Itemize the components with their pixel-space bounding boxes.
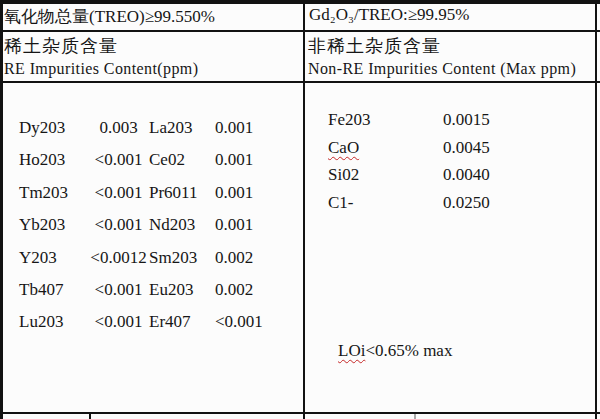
re-impurity-row: Y203 <0.0012 Sm203 0.002 xyxy=(3,242,301,274)
re-impurity-row: Tb407 <0.001 Eu203 0.002 xyxy=(3,274,301,306)
table-border-top xyxy=(0,0,600,4)
re-element-name: Nd203 xyxy=(147,209,210,241)
treo-total-label: 氧化物总量(TREO)≥99.550% xyxy=(4,5,215,28)
re-element-name: Pr6011 xyxy=(147,177,210,209)
table-rule-under-titles xyxy=(0,30,600,32)
non-re-element-name: C1- xyxy=(328,193,354,212)
bottom-row-divider-left xyxy=(89,414,91,419)
re-element-name: Tm203 xyxy=(19,177,90,209)
non-re-element-value: 0.0040 xyxy=(443,161,490,189)
bottom-row-divider-right xyxy=(414,414,416,419)
table-rule-under-sections xyxy=(0,81,600,83)
re-impurity-row: Dy203 0.003 La203 0.001 xyxy=(3,112,301,144)
re-section-title-cn: 稀土杂质含量 xyxy=(4,34,118,58)
coa-document-page: 氧化物总量(TREO)≥99.550% Gd₂O₃/TREO:≥99.95% 稀… xyxy=(0,0,600,419)
re-element-name: Tb407 xyxy=(19,274,90,306)
re-element-name: Eu203 xyxy=(147,274,210,306)
non-re-element-name: CaO xyxy=(328,138,359,157)
re-element-value: 0.001 xyxy=(210,112,272,144)
non-re-element-value: 0.0015 xyxy=(443,106,490,134)
re-element-value: <0.001 xyxy=(90,209,147,241)
re-element-value: <0.001 xyxy=(90,274,147,306)
non-re-impurity-row: Fe203 0.0015 xyxy=(305,106,593,134)
re-element-name: Sm203 xyxy=(147,242,210,274)
re-element-value: 0.001 xyxy=(210,177,272,209)
loi-value: <0.65% max xyxy=(365,341,452,360)
re-element-value: <0.0012 xyxy=(90,242,147,274)
re-element-name: La203 xyxy=(147,112,210,144)
re-impurity-row: Tm203 <0.001 Pr6011 0.001 xyxy=(3,177,301,209)
non-re-element-name: Fe203 xyxy=(328,110,371,129)
non-re-element-name: Si02 xyxy=(328,165,359,184)
re-element-name: Lu203 xyxy=(19,306,90,338)
re-section-title-en: RE Impurities Content(ppm) xyxy=(4,60,198,78)
re-element-name: Er407 xyxy=(147,306,210,338)
re-element-name: Y203 xyxy=(19,242,90,274)
re-element-name: Ho203 xyxy=(19,144,90,176)
re-element-name: Yb203 xyxy=(19,209,90,241)
re-element-value: 0.001 xyxy=(210,144,272,176)
re-element-value: 0.001 xyxy=(210,209,272,241)
non-re-impurities-list: Fe203 0.0015 CaO 0.0045 Si02 0.0040 C1- … xyxy=(305,106,593,216)
gd-purity-label: Gd₂O₃/TREO:≥99.95% xyxy=(309,5,469,25)
non-re-element-value: 0.0250 xyxy=(443,189,490,217)
re-impurities-list: Dy203 0.003 La203 0.001 Ho203 <0.001 Ce0… xyxy=(3,112,301,339)
re-element-value: <0.001 xyxy=(210,306,272,338)
non-re-element-value: 0.0045 xyxy=(443,134,490,162)
table-border-right xyxy=(595,0,597,419)
re-element-value: 0.002 xyxy=(210,274,272,306)
non-re-impurity-row: C1- 0.0250 xyxy=(305,189,593,217)
re-element-name: Dy203 xyxy=(19,112,90,144)
non-re-section-title-en: Non-RE Impurities Content (Max ppm) xyxy=(308,60,576,78)
re-element-value: 0.003 xyxy=(90,112,147,144)
re-element-value: <0.001 xyxy=(90,177,147,209)
loi-note: LOi<0.65% max xyxy=(338,341,452,361)
non-re-section-title-cn: 非稀土杂质含量 xyxy=(308,34,441,58)
re-element-value: <0.001 xyxy=(90,144,147,176)
re-element-value: <0.001 xyxy=(90,306,147,338)
re-impurity-row: Lu203 <0.001 Er407 <0.001 xyxy=(3,306,301,338)
non-re-impurity-row: CaO 0.0045 xyxy=(305,134,593,162)
re-element-name: Ce02 xyxy=(147,144,210,176)
re-impurity-row: Ho203 <0.001 Ce02 0.001 xyxy=(3,144,301,176)
re-impurity-row: Yb203 <0.001 Nd203 0.001 xyxy=(3,209,301,241)
re-element-value: 0.002 xyxy=(210,242,272,274)
loi-word: LOi xyxy=(338,341,365,360)
non-re-impurity-row: Si02 0.0040 xyxy=(305,161,593,189)
